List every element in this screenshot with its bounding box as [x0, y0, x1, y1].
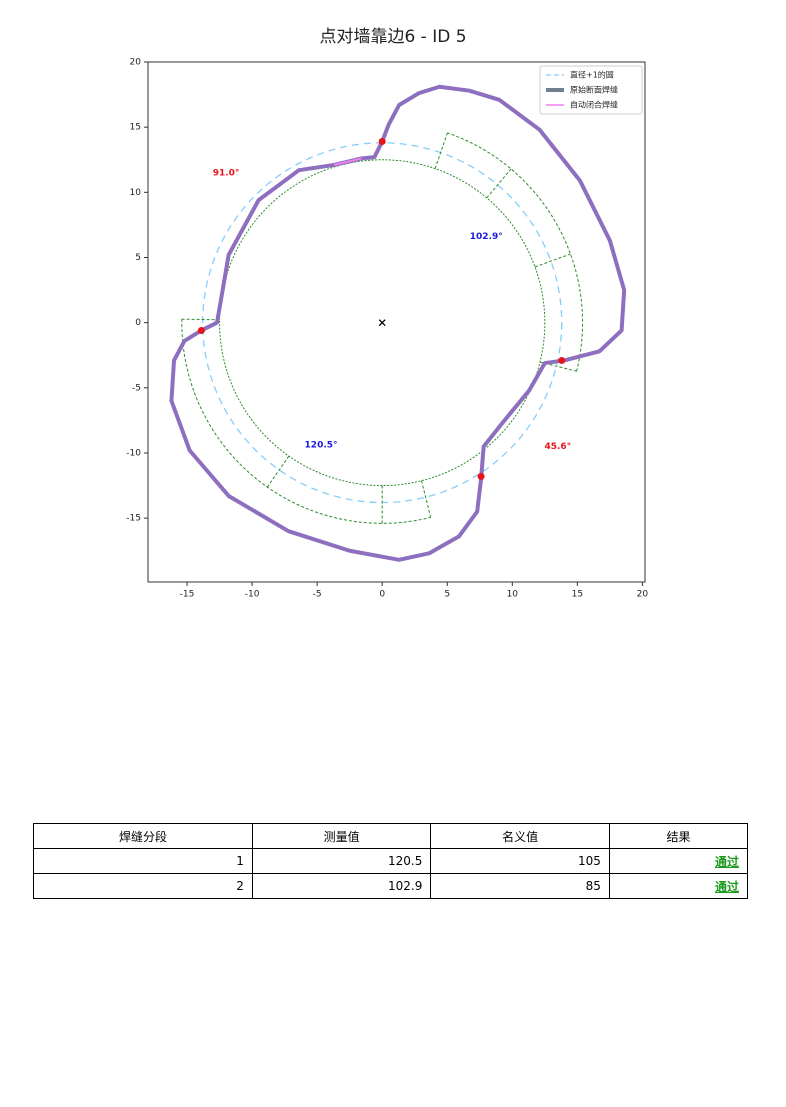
result-cell: 通过 [608, 848, 749, 874]
header-row: 焊缝分段 测量值 名义值 结果 [33, 823, 749, 849]
y-tick-label: -10 [126, 448, 141, 458]
page-title: 点对墙靠边6 - ID 5 [319, 27, 467, 47]
y-tick-label: 10 [130, 188, 142, 198]
y-tick-label: 0 [135, 318, 141, 328]
center-marker [378, 319, 386, 327]
header-cell: 结果 [608, 823, 749, 849]
table-cell: 85 [430, 873, 610, 899]
angle-label: 120.5° [305, 441, 338, 451]
sector-divider [421, 480, 432, 518]
sector-arc [181, 319, 431, 524]
table-row: 1 120.5 105 通过 [33, 848, 749, 874]
angle-label: 102.9° [470, 232, 503, 242]
sector-divider [434, 132, 448, 169]
sector-arc [447, 132, 584, 372]
result-table: 焊缝分段 测量值 名义值 结果 1 120.5 105 通过 2 102.9 85 通过 [33, 823, 749, 899]
table-row: 2 102.9 85 通过 [33, 873, 749, 899]
endpoint [378, 137, 386, 145]
endpoint [477, 472, 485, 480]
x-tick-label: 20 [637, 590, 649, 600]
endpoint [197, 326, 205, 334]
weld-line [333, 157, 362, 166]
table-cell: 120.5 [251, 848, 432, 874]
header-cell: 测量值 [251, 823, 432, 849]
sector-divider [534, 253, 571, 268]
y-tick-label: 15 [130, 123, 141, 133]
angle-label: 91.0° [213, 168, 240, 178]
center-stroke [378, 319, 386, 327]
sector-divider [181, 318, 220, 321]
plot-frame [147, 61, 646, 583]
chart: -15 -10 -5 0 5 10 15 20 -15 -10 -5 0 5 10 15 20 91.0° 102… [126, 58, 649, 600]
header-cell: 焊缝分段 [33, 823, 253, 849]
table-cell: 2 [33, 873, 253, 899]
y-tick-label: -5 [132, 383, 141, 393]
x-tick-label: -15 [180, 590, 195, 600]
endpoint [558, 356, 566, 364]
x-tick-label: -10 [245, 590, 260, 600]
table-cell: 102.9 [251, 873, 432, 899]
y-tick-label: -15 [126, 514, 141, 524]
sector-divider [486, 168, 512, 199]
sector-divider [266, 455, 290, 488]
legend-label: 自动闭合焊缝 [570, 100, 618, 110]
x-tick-label: 5 [444, 590, 450, 600]
y-tick-label: 5 [135, 253, 141, 263]
x-tick-label: -5 [313, 590, 322, 600]
angle-label: 45.6° [544, 442, 571, 452]
table-cell: 105 [430, 848, 610, 874]
x-tick-label: 10 [507, 590, 519, 600]
table-body: 1 120.5 105 通过 2 102.9 85 通过 [33, 848, 749, 899]
weld-line [169, 84, 627, 562]
x-tick-label: 0 [379, 590, 385, 600]
result-cell: 通过 [608, 873, 749, 899]
y-tick-label: 20 [130, 58, 142, 68]
header-cell: 名义值 [430, 823, 610, 849]
legend-label: 原始断面焊缝 [570, 85, 618, 95]
x-tick-label: 15 [572, 590, 583, 600]
legend-label: 直径+1的圆 [570, 70, 614, 80]
table-cell: 1 [33, 848, 253, 874]
legend-box [539, 65, 643, 115]
